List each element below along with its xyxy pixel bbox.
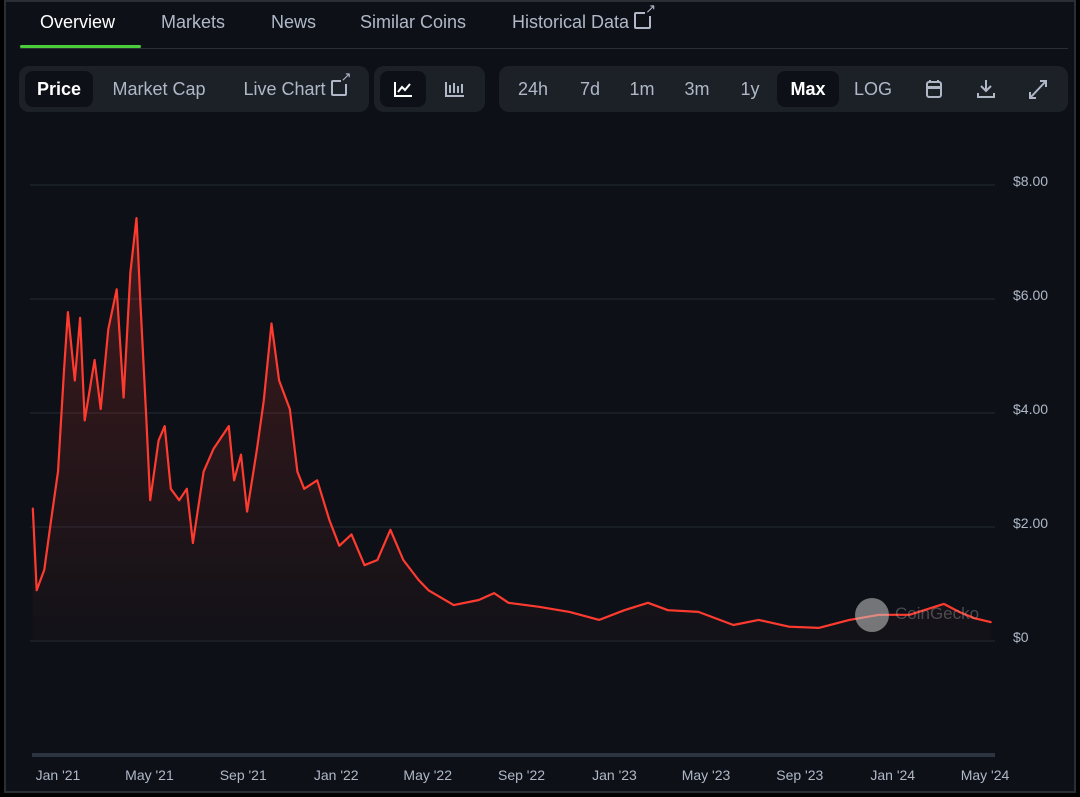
x-tick-label: Jan '23	[592, 767, 637, 783]
x-tick-label: May '22	[403, 767, 453, 783]
x-tick-label: Sep '23	[776, 767, 824, 783]
live-chart-button[interactable]: Live Chart	[231, 70, 359, 107]
y-tick-label: $0	[1013, 629, 1029, 645]
market-cap-button[interactable]: Market Cap	[112, 79, 206, 99]
tab-bar: Overview Markets News Similar Coins Hist…	[20, 0, 1068, 49]
x-tick-label: Sep '21	[219, 767, 267, 783]
candlestick-chart-icon	[445, 82, 464, 97]
y-tick-label: $8.00	[1013, 173, 1049, 189]
line-chart-button[interactable]	[380, 71, 426, 107]
price-button[interactable]: Price	[25, 71, 93, 107]
y-tick-label: $6.00	[1013, 287, 1049, 303]
tab-news[interactable]: News	[271, 12, 317, 32]
x-tick-label: May '21	[125, 767, 174, 783]
tab-historical-data[interactable]: Historical Data	[512, 2, 657, 33]
calendar-button[interactable]	[911, 71, 957, 107]
y-tick-label: $2.00	[1013, 515, 1049, 531]
live-chart-label: Live Chart	[243, 79, 326, 99]
tab-overview[interactable]: Overview	[40, 12, 116, 32]
x-tick-label: Jan '21	[35, 767, 81, 783]
download-button[interactable]	[963, 71, 1009, 107]
x-tick-label: Sep '22	[497, 767, 546, 783]
y-tick-label: $4.00	[1013, 401, 1049, 417]
tab-label: Historical Data	[512, 12, 630, 32]
expand-button[interactable]	[1015, 71, 1061, 107]
external-link-icon	[634, 2, 657, 29]
range-7d-button[interactable]: 7d	[579, 79, 601, 99]
x-tick-label: Jan '22	[313, 767, 359, 783]
range-1m-button[interactable]: 1m	[629, 79, 655, 99]
x-tick-label: May '24	[960, 767, 1010, 783]
tab-markets[interactable]: Markets	[161, 12, 226, 32]
range-24h-button[interactable]: 24h	[517, 79, 549, 99]
download-icon	[977, 80, 995, 98]
tab-similar-coins[interactable]: Similar Coins	[360, 12, 467, 32]
log-scale-button[interactable]: LOG	[853, 79, 892, 99]
coingecko-logo	[855, 598, 889, 632]
metric-toggle: Price Market Cap Live Chart	[19, 66, 369, 112]
active-tab-indicator	[20, 45, 141, 48]
range-toolbar: 24h 7d 1m 3m 1y Max LOG	[499, 66, 1068, 112]
line-chart-icon	[394, 82, 412, 97]
candlestick-chart-button[interactable]	[432, 71, 478, 107]
calendar-icon	[926, 80, 942, 98]
x-tick-label: May '23	[681, 767, 731, 783]
expand-icon	[1029, 80, 1047, 99]
chart-type-toggle	[374, 66, 485, 112]
external-link-icon	[330, 70, 352, 96]
range-3m-button[interactable]: 3m	[684, 79, 710, 99]
chart-panel	[4, 0, 1076, 793]
range-1y-button[interactable]: 1y	[740, 79, 760, 99]
x-tick-label: Jan '24	[870, 767, 916, 783]
watermark-text: CoinGecko	[895, 604, 980, 623]
range-max-button[interactable]: Max	[777, 71, 839, 107]
